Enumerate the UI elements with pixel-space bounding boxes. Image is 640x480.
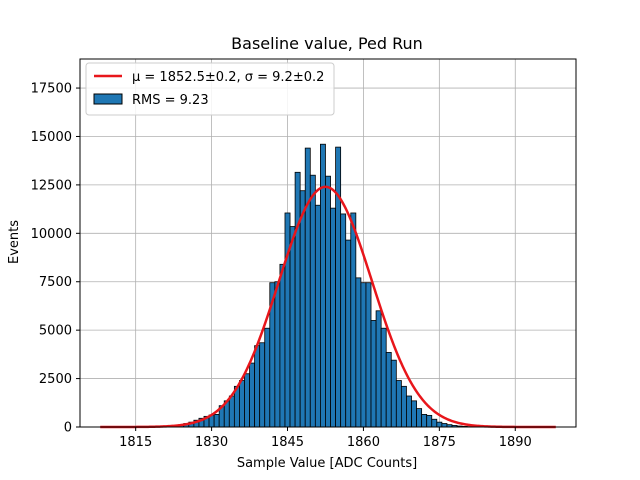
histogram-bar: [309, 174, 316, 428]
histogram-bar: [421, 414, 428, 428]
histogram-bar: [360, 282, 367, 428]
y-tick-label: 5000: [39, 324, 72, 339]
x-tick-label: 1860: [347, 435, 380, 450]
legend-hist-swatch: [93, 93, 123, 105]
histogram-bar: [314, 204, 321, 428]
x-axis: 1815 1830 1845 1860 1875 1890: [119, 427, 532, 450]
histogram-bar: [294, 171, 301, 428]
histogram-bar: [441, 423, 448, 428]
legend: μ = 1852.5±0.2, σ = 9.2±0.2 RMS = 9.23: [85, 62, 335, 116]
histogram-bars: [168, 143, 483, 428]
histogram-bar: [365, 282, 372, 428]
histogram-bar: [284, 212, 291, 428]
y-tick-label: 12500: [31, 178, 72, 193]
y-tick-label: 0: [64, 421, 72, 436]
y-axis-label: Events: [7, 220, 22, 264]
histogram-bar: [228, 395, 235, 428]
histogram-bar: [395, 380, 402, 428]
histogram-bar: [289, 226, 296, 428]
y-tick-label: 17500: [31, 82, 72, 97]
histogram-bar: [406, 395, 412, 428]
histogram-bar: [325, 175, 331, 428]
histogram-bar: [249, 362, 256, 428]
histogram-bar: [254, 345, 261, 428]
histogram-bar: [340, 213, 347, 428]
histogram-bar: [436, 421, 443, 428]
x-tick-label: 1890: [499, 435, 532, 450]
plot-frame: [79, 58, 577, 428]
legend-fit-label: μ = 1852.5±0.2, σ = 9.2±0.2: [132, 70, 324, 85]
x-tick-label: 1830: [195, 435, 228, 450]
histogram-bar: [380, 327, 387, 428]
histogram-bar: [370, 320, 377, 428]
histogram-bar: [239, 380, 245, 428]
histogram-bar: [411, 400, 417, 428]
y-tick-label: 7500: [39, 275, 72, 290]
y-tick-label: 15000: [31, 130, 72, 145]
legend-hist-label: RMS = 9.23: [132, 93, 209, 108]
histogram-bar: [279, 263, 286, 428]
y-tick-label: 2500: [39, 372, 72, 387]
histogram-bar: [375, 310, 382, 428]
histogram-bar: [335, 146, 342, 428]
chart-title: Baseline value, Ped Run: [231, 34, 423, 53]
histogram-bar: [385, 352, 392, 428]
histogram-bar: [431, 418, 438, 428]
x-axis-label: Sample Value [ADC Counts]: [237, 456, 417, 471]
histogram-bar: [345, 239, 352, 428]
histogram-bar: [304, 147, 311, 428]
histogram-bar: [244, 373, 250, 428]
x-tick-label: 1845: [271, 435, 304, 450]
histogram-bar: [264, 327, 271, 428]
histogram-bar: [350, 212, 357, 428]
legend-box: [85, 62, 335, 116]
histogram-bar: [330, 207, 336, 428]
histogram-bar: [213, 414, 220, 428]
histogram-bar: [259, 342, 266, 428]
histogram-bar: [299, 190, 306, 428]
histogram-bar: [390, 359, 397, 428]
x-tick-label: 1815: [119, 435, 152, 450]
histogram-bar: [426, 414, 433, 428]
fit-curve: [100, 185, 556, 429]
x-tick-label: 1875: [423, 435, 456, 450]
histogram-bar: [416, 408, 423, 428]
histogram-bar: [274, 281, 281, 428]
gaussian-fit: [100, 185, 556, 429]
histogram-bar: [355, 277, 362, 428]
y-axis: 0 2500 5000 7500 10000 12500 15000 17500: [31, 82, 80, 436]
histogram-bar: [400, 385, 407, 428]
y-tick-label: 10000: [31, 227, 72, 242]
